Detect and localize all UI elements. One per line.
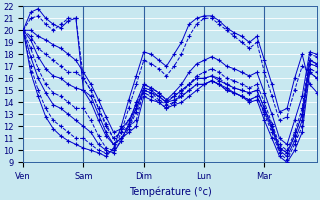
X-axis label: Température (°c): Température (°c): [129, 187, 212, 197]
